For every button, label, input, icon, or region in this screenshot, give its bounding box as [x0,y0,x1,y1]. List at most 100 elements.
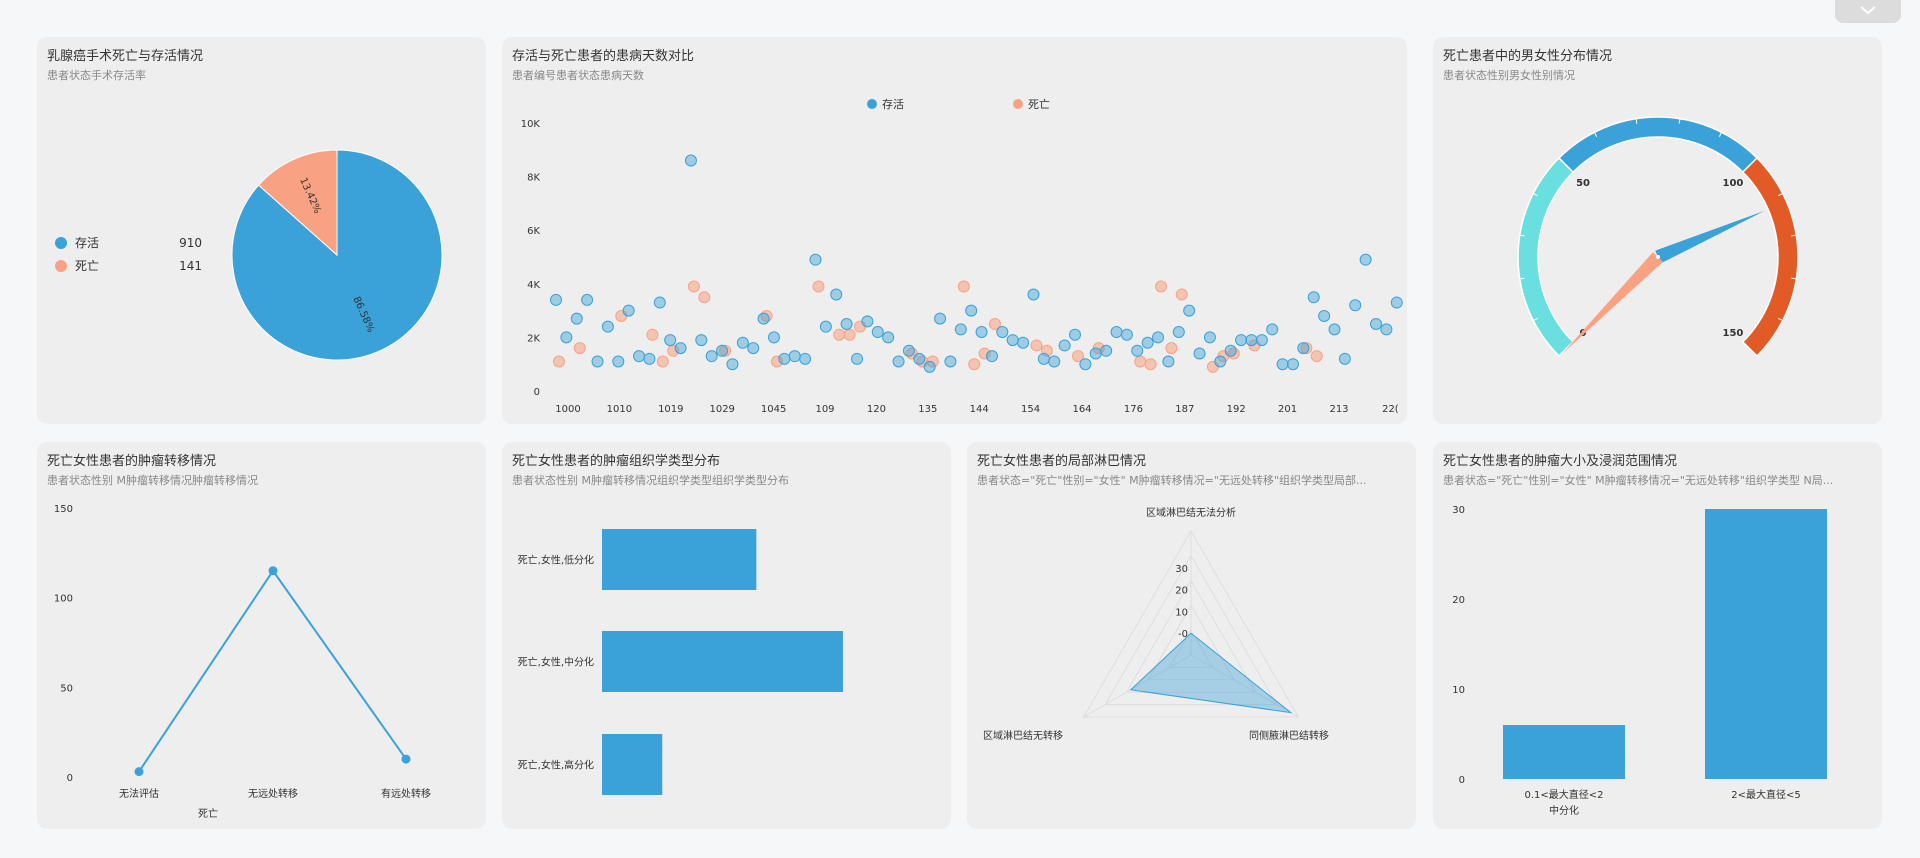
chevron-down-icon [1860,6,1876,15]
gauge-minor-tick [1519,234,1525,237]
scatter-point-dead [573,342,586,355]
scatter-point-dead [1144,358,1157,371]
bar-category-label: 死亡,女性,高分化 [518,759,594,772]
scatter-point-alive [1286,358,1299,371]
scatter-point-alive [944,355,957,368]
x-tick-label: 1000 [555,404,580,415]
scatter-point-alive [1141,336,1154,349]
y-tick-label: 50 [60,683,73,694]
card-metastasis-line: 死亡女性患者的肿瘤转移情况 患者状态性别 M肿瘤转移情况肿瘤转移情况 0 50 10… [37,442,486,829]
radar-grid [1147,604,1235,681]
scatter-point-alive [799,352,812,365]
gauge-minor-tick [1635,118,1638,124]
x-tick-label: 187 [1175,404,1194,415]
gauge-minor-tick [1519,277,1525,280]
gauge-minor-tick [1678,118,1681,124]
bar [1503,725,1625,779]
x-tick-label: 2<最大直径<5 [1731,788,1800,801]
x-tick-label: 164 [1072,404,1091,415]
scatter-point-alive [664,334,677,347]
scatter-point-alive [1172,326,1185,339]
gauge-minor-tick [1753,352,1758,357]
scatter-point-alive [871,326,884,339]
scatter-point-alive [581,293,594,306]
scatter-point-alive [1068,328,1081,341]
scatter-point-alive [1131,344,1144,357]
card-title: 死亡患者中的男女性分布情况 [1443,49,1613,64]
scatter-point-alive [1089,347,1102,360]
scatter-point-dead [843,328,856,341]
x-tick-label: 109 [815,404,834,415]
radar-grid [1168,629,1214,668]
scatter-point-alive [840,318,853,330]
scatter-point-alive [861,315,874,328]
scatter-point-dead [957,280,970,293]
x-axis-label: 死亡 [198,807,218,820]
scatter-chart: 存活 死亡 0 2K 4K 6K 8K 10K 1000 1010 1019 1029 1045 109 1… [521,97,1403,415]
card-title: 死亡女性患者的肿瘤转移情况 [47,454,217,469]
scatter-point-alive [1203,331,1216,344]
scatter-point-alive [674,342,687,355]
gauge-tick-label: 150 [1723,328,1744,339]
gauge-minor-tick [1593,132,1598,137]
card-title: 死亡女性患者的局部淋巴情况 [977,454,1147,469]
scatter-point-dead [770,355,783,368]
card-tumor-size-bar: 死亡女性患者的肿瘤大小及浸润范围情况 患者状态="死亡"性别="女性" M肿瘤转… [1433,442,1882,829]
scatter-point-alive [767,331,780,344]
x-tick-label: 154 [1021,404,1040,415]
radar-tick-label: -0 [1178,629,1188,640]
scatter-point-alive [736,336,749,349]
x-tick-label: 1019 [658,404,683,415]
scatter-point-alive [1370,318,1383,330]
x-tick-label: 192 [1227,404,1246,415]
scatter-point-alive [1380,323,1393,336]
scatter-point-alive [1224,344,1237,357]
scatter-point-dead [1155,280,1168,293]
gauge-minor-tick [1558,352,1563,357]
card-title: 死亡女性患者的肿瘤组织学类型分布 [512,454,721,469]
scatter-point-alive [934,312,947,325]
radar-grid [1125,579,1257,693]
gauge-minor-tick [1753,157,1758,162]
scatter-point-alive [819,320,832,333]
scatter-point-alive [747,342,760,355]
scatter-point-dead [968,358,981,371]
gauge-minor-tick [1718,132,1723,137]
scatter-point-dead [1030,339,1043,352]
card-survival-pie: 乳腺癌手术死亡与存活情况 患者状态手术存活率 存活 910 死亡 141 86.58% 1… [37,37,486,424]
x-tick-label: 176 [1124,404,1143,415]
radar-tick-label: 10 [1175,607,1188,618]
scatter-point-dead [1134,355,1147,368]
scatter-point-dead [687,280,700,293]
scatter-point-alive [892,355,905,368]
scatter-point-dead [1300,342,1313,355]
x-tick-label: 135 [918,404,937,415]
scatter-point-alive [1120,328,1133,341]
gauge-minor-tick [1791,277,1797,280]
card-histology-bar: 死亡女性患者的肿瘤组织学类型分布 患者状态性别 M肿瘤转移情况组织学类型组织学类… [502,442,951,829]
scatter-point-alive [601,320,614,333]
line-point [134,767,144,777]
scatter-point-alive [851,352,864,365]
x-tick-label: 213 [1329,404,1348,415]
y-tick-label: 150 [54,504,73,515]
y-tick-label: 0 [1459,775,1465,786]
x-tick-label: 201 [1278,404,1297,415]
scatter-point-alive [1037,352,1050,365]
gauge-tick-label: 100 [1723,178,1744,189]
gauge-tick-label: 50 [1576,178,1590,189]
scatter-point-alive [1048,355,1061,368]
scatter-point-dead [656,355,669,368]
collapse-tab[interactable] [1835,0,1901,23]
x-tick-label: 144 [970,404,989,415]
scatter-point-alive [726,358,739,371]
scatter-point-alive [1152,331,1165,344]
x-tick-label: 0.1<最大直径<2 [1524,788,1603,801]
scatter-point-alive [1183,304,1196,317]
scatter-point-dead [978,347,991,360]
scatter-point-alive [902,344,915,357]
card-title: 存活与死亡患者的患病天数对比 [512,49,695,64]
